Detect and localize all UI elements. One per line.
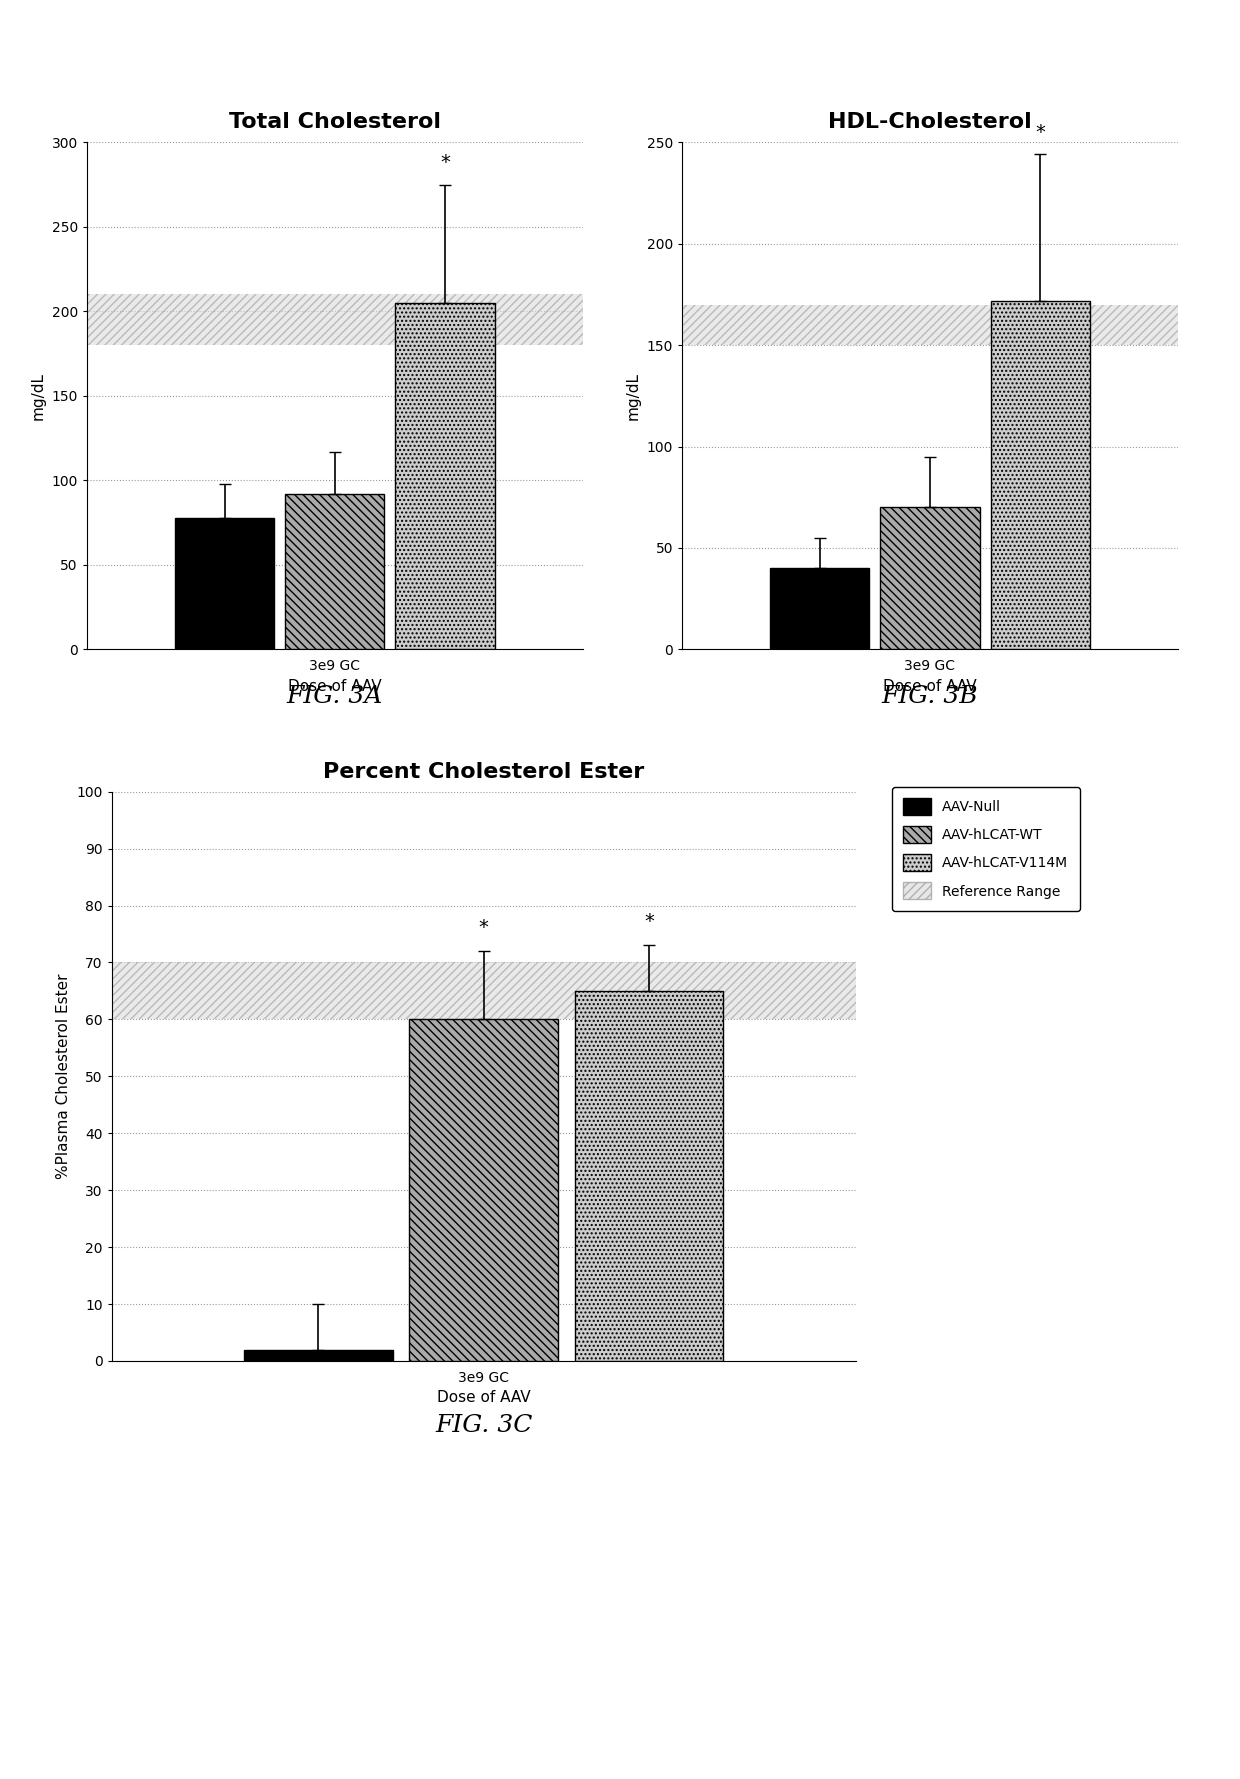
- Text: *: *: [1035, 123, 1045, 142]
- Text: *: *: [644, 913, 653, 930]
- Bar: [770, 568, 869, 649]
- X-axis label: Dose of AAV: Dose of AAV: [288, 678, 382, 694]
- Text: FIG. 3B: FIG. 3B: [882, 685, 978, 708]
- Bar: [175, 518, 274, 649]
- Title: Percent Cholesterol Ester: Percent Cholesterol Ester: [322, 761, 645, 781]
- Bar: [991, 301, 1090, 649]
- Title: Total Cholesterol: Total Cholesterol: [229, 112, 440, 132]
- Text: *: *: [440, 153, 450, 173]
- Bar: [285, 495, 384, 649]
- X-axis label: Dose of AAV: Dose of AAV: [883, 678, 977, 694]
- Text: FIG. 3C: FIG. 3C: [435, 1414, 532, 1437]
- Text: *: *: [479, 918, 489, 938]
- Bar: [880, 507, 980, 649]
- X-axis label: Dose of AAV: Dose of AAV: [436, 1389, 531, 1405]
- Bar: [682, 304, 1178, 345]
- Text: FIG. 3A: FIG. 3A: [286, 685, 383, 708]
- Bar: [87, 295, 583, 345]
- Y-axis label: %Plasma Cholesterol Ester: %Plasma Cholesterol Ester: [56, 973, 71, 1179]
- Bar: [112, 962, 856, 1019]
- Bar: [396, 302, 495, 649]
- Bar: [244, 1350, 393, 1361]
- Bar: [409, 1019, 558, 1361]
- Bar: [574, 991, 723, 1361]
- Title: HDL-Cholesterol: HDL-Cholesterol: [828, 112, 1032, 132]
- Y-axis label: mg/dL: mg/dL: [626, 372, 641, 420]
- Y-axis label: mg/dL: mg/dL: [31, 372, 46, 420]
- Legend: AAV-Null, AAV-hLCAT-WT, AAV-hLCAT-V114M, Reference Range: AAV-Null, AAV-hLCAT-WT, AAV-hLCAT-V114M,…: [893, 788, 1080, 911]
